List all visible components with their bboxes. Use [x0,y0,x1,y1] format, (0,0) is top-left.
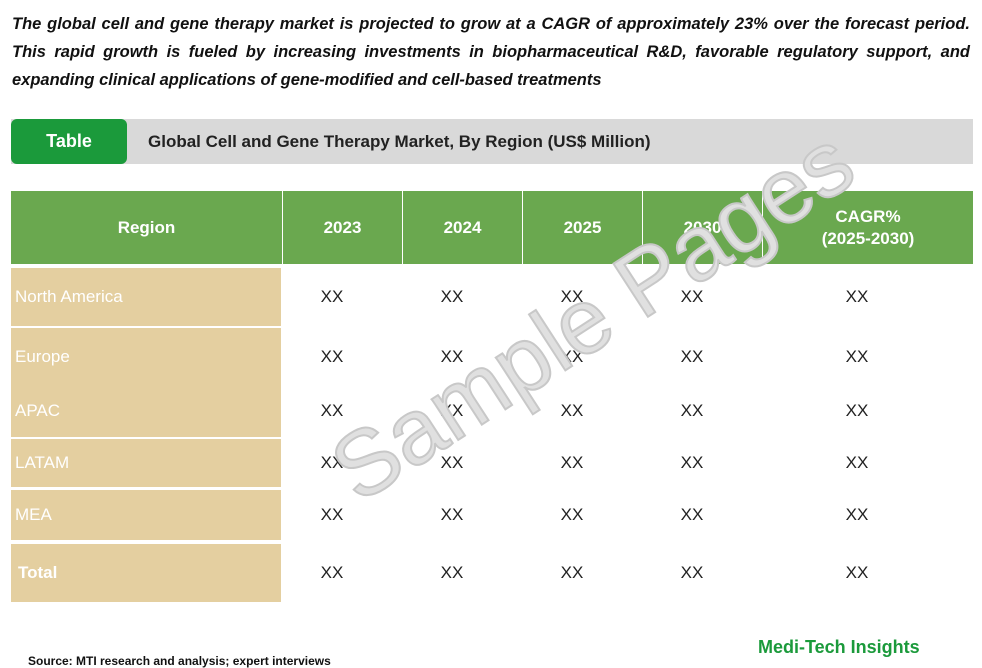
table-cell: XX [440,453,464,472]
table-cell: XX [680,347,704,366]
table-cell: XX [320,453,344,472]
table-cell: XX [560,347,584,366]
table-cell: XX [680,563,704,582]
row-label: APAC [11,385,281,437]
table-cell: XX [320,287,344,306]
header-cagr-line1: CAGR% [835,206,901,226]
intro-paragraph: The global cell and gene therapy market … [12,15,970,89]
table-cell: XX [560,401,584,420]
table-cell: XX [320,563,344,582]
header-2024: 2024 [403,191,523,264]
brand-logo: Medi-Tech Insights [758,637,920,657]
table-cell: XX [560,505,584,524]
table-cell: XX [845,287,869,306]
table-cell: XX [845,453,869,472]
table-cell: XX [320,401,344,420]
row-label: Total [11,544,281,602]
row-label: North America [11,268,281,326]
table-cell: XX [560,287,584,306]
table-cell: XX [320,347,344,366]
table-title: Global Cell and Gene Therapy Market, By … [148,131,651,151]
table-cell: XX [320,505,344,524]
table-cell: XX [845,347,869,366]
table-cell: XX [560,563,584,582]
header-2030: 2030 [643,191,763,264]
table-cell: XX [440,505,464,524]
table-cell: XX [440,563,464,582]
header-region: Region [11,191,283,264]
table-cell: XX [680,401,704,420]
header-2023: 2023 [283,191,403,264]
table-cell: XX [845,505,869,524]
row-label: Europe [11,328,281,386]
table-cell: XX [440,347,464,366]
table-cell: XX [845,563,869,582]
table-title-banner: Table Global Cell and Gene Therapy Marke… [11,119,973,164]
table-tab-label: Table [11,119,127,164]
header-cagr-line2: (2025-2030) [821,228,915,248]
table-cell: XX [680,287,704,306]
table-cell: XX [845,401,869,420]
row-label: MEA [11,490,281,540]
row-label: LATAM [11,439,281,487]
table-cell: XX [560,453,584,472]
table-cell: XX [440,401,464,420]
table-cell: XX [680,505,704,524]
header-2025: 2025 [523,191,643,264]
header-cagr: CAGR% (2025-2030) [763,191,973,264]
source-note: Source: MTI research and analysis; exper… [28,654,331,668]
table-cell: XX [440,287,464,306]
table-cell: XX [680,453,704,472]
